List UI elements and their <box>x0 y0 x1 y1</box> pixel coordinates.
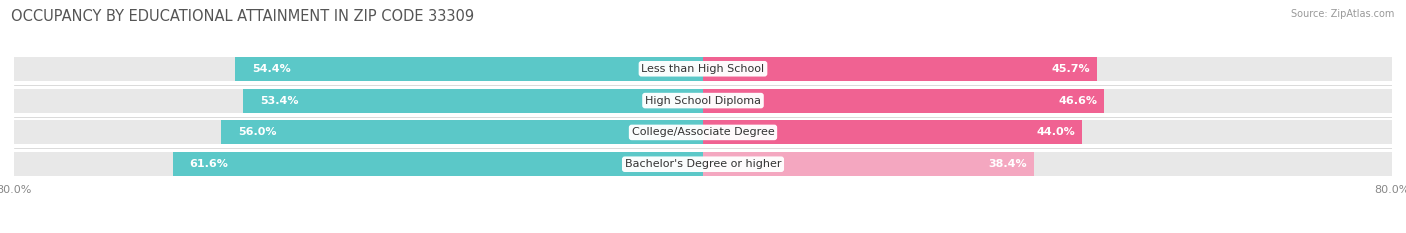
Bar <box>14 57 1392 81</box>
Text: 45.7%: 45.7% <box>1052 64 1090 74</box>
Text: 56.0%: 56.0% <box>238 127 277 137</box>
Text: 38.4%: 38.4% <box>988 159 1026 169</box>
Bar <box>173 152 703 176</box>
Text: 53.4%: 53.4% <box>260 96 299 106</box>
Bar <box>243 89 703 113</box>
Text: OCCUPANCY BY EDUCATIONAL ATTAINMENT IN ZIP CODE 33309: OCCUPANCY BY EDUCATIONAL ATTAINMENT IN Z… <box>11 9 474 24</box>
Text: Source: ZipAtlas.com: Source: ZipAtlas.com <box>1291 9 1395 19</box>
Text: College/Associate Degree: College/Associate Degree <box>631 127 775 137</box>
Text: Bachelor's Degree or higher: Bachelor's Degree or higher <box>624 159 782 169</box>
Bar <box>703 152 1033 176</box>
Bar <box>14 89 1392 113</box>
Bar <box>235 57 703 81</box>
Bar <box>703 120 1083 144</box>
Text: High School Diploma: High School Diploma <box>645 96 761 106</box>
Text: 54.4%: 54.4% <box>252 64 291 74</box>
Text: 46.6%: 46.6% <box>1059 96 1098 106</box>
Bar <box>703 89 1104 113</box>
Bar <box>14 120 1392 144</box>
Bar <box>221 120 703 144</box>
Text: 61.6%: 61.6% <box>190 159 229 169</box>
Bar <box>703 57 1097 81</box>
Bar <box>14 152 1392 176</box>
Text: Less than High School: Less than High School <box>641 64 765 74</box>
Text: 44.0%: 44.0% <box>1036 127 1076 137</box>
